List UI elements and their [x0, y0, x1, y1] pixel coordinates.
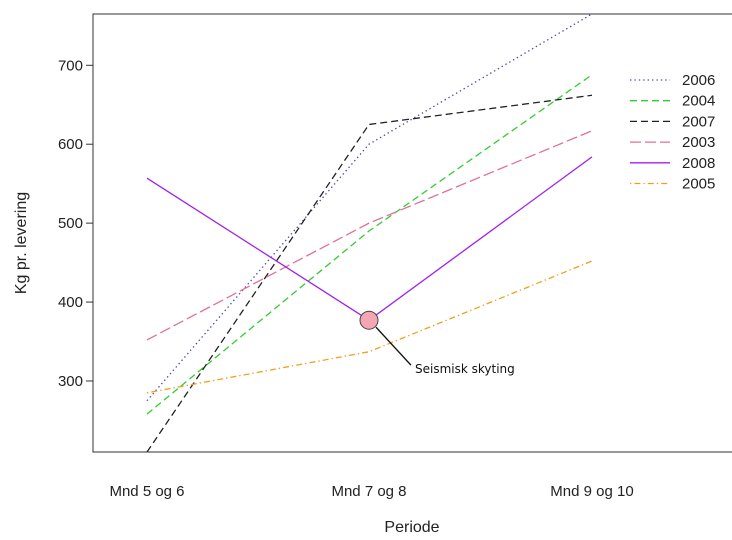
x-axis-title: Periode [384, 519, 439, 536]
y-tick-label: 400 [58, 294, 83, 311]
annotation-label: Seismisk skyting [415, 362, 515, 376]
legend-label: 2005 [682, 176, 715, 193]
annotation: Seismisk skyting [359, 310, 515, 376]
y-axis-title: Kg pr. levering [13, 192, 30, 294]
x-tick-label: Mnd 7 og 8 [331, 483, 406, 500]
y-tick-label: 300 [58, 373, 83, 390]
legend-label: 2004 [682, 93, 715, 110]
series-line-2006 [146, 14, 593, 402]
y-tick-label: 700 [58, 57, 83, 74]
series-line-2008 [146, 156, 593, 321]
y-tick-label: 600 [58, 136, 83, 153]
legend-label: 2006 [682, 72, 715, 89]
series-line-2005 [146, 260, 593, 394]
series-line-2007 [146, 94, 593, 452]
legend-label: 2003 [682, 134, 715, 151]
y-axis: 300 400 500 600 700 [58, 57, 93, 390]
x-tick-label: Mnd 9 og 10 [550, 483, 633, 500]
x-axis: Mnd 5 og 6 Mnd 7 og 8 Mnd 9 og 10 [109, 483, 633, 500]
legend-label: 2007 [682, 113, 715, 130]
plot-frame [92, 13, 732, 453]
series-line-2004 [146, 74, 593, 415]
plot-border [92, 13, 732, 453]
legend: 2006 2004 2007 2003 2008 2005 [630, 72, 715, 193]
x-tick-label: Mnd 5 og 6 [109, 483, 184, 500]
series-line-2003 [146, 130, 593, 341]
annotation-marker [359, 310, 379, 330]
y-tick-label: 500 [58, 215, 83, 232]
annotation-pointer [375, 326, 412, 366]
legend-label: 2008 [682, 155, 715, 172]
series-lines [146, 14, 593, 452]
